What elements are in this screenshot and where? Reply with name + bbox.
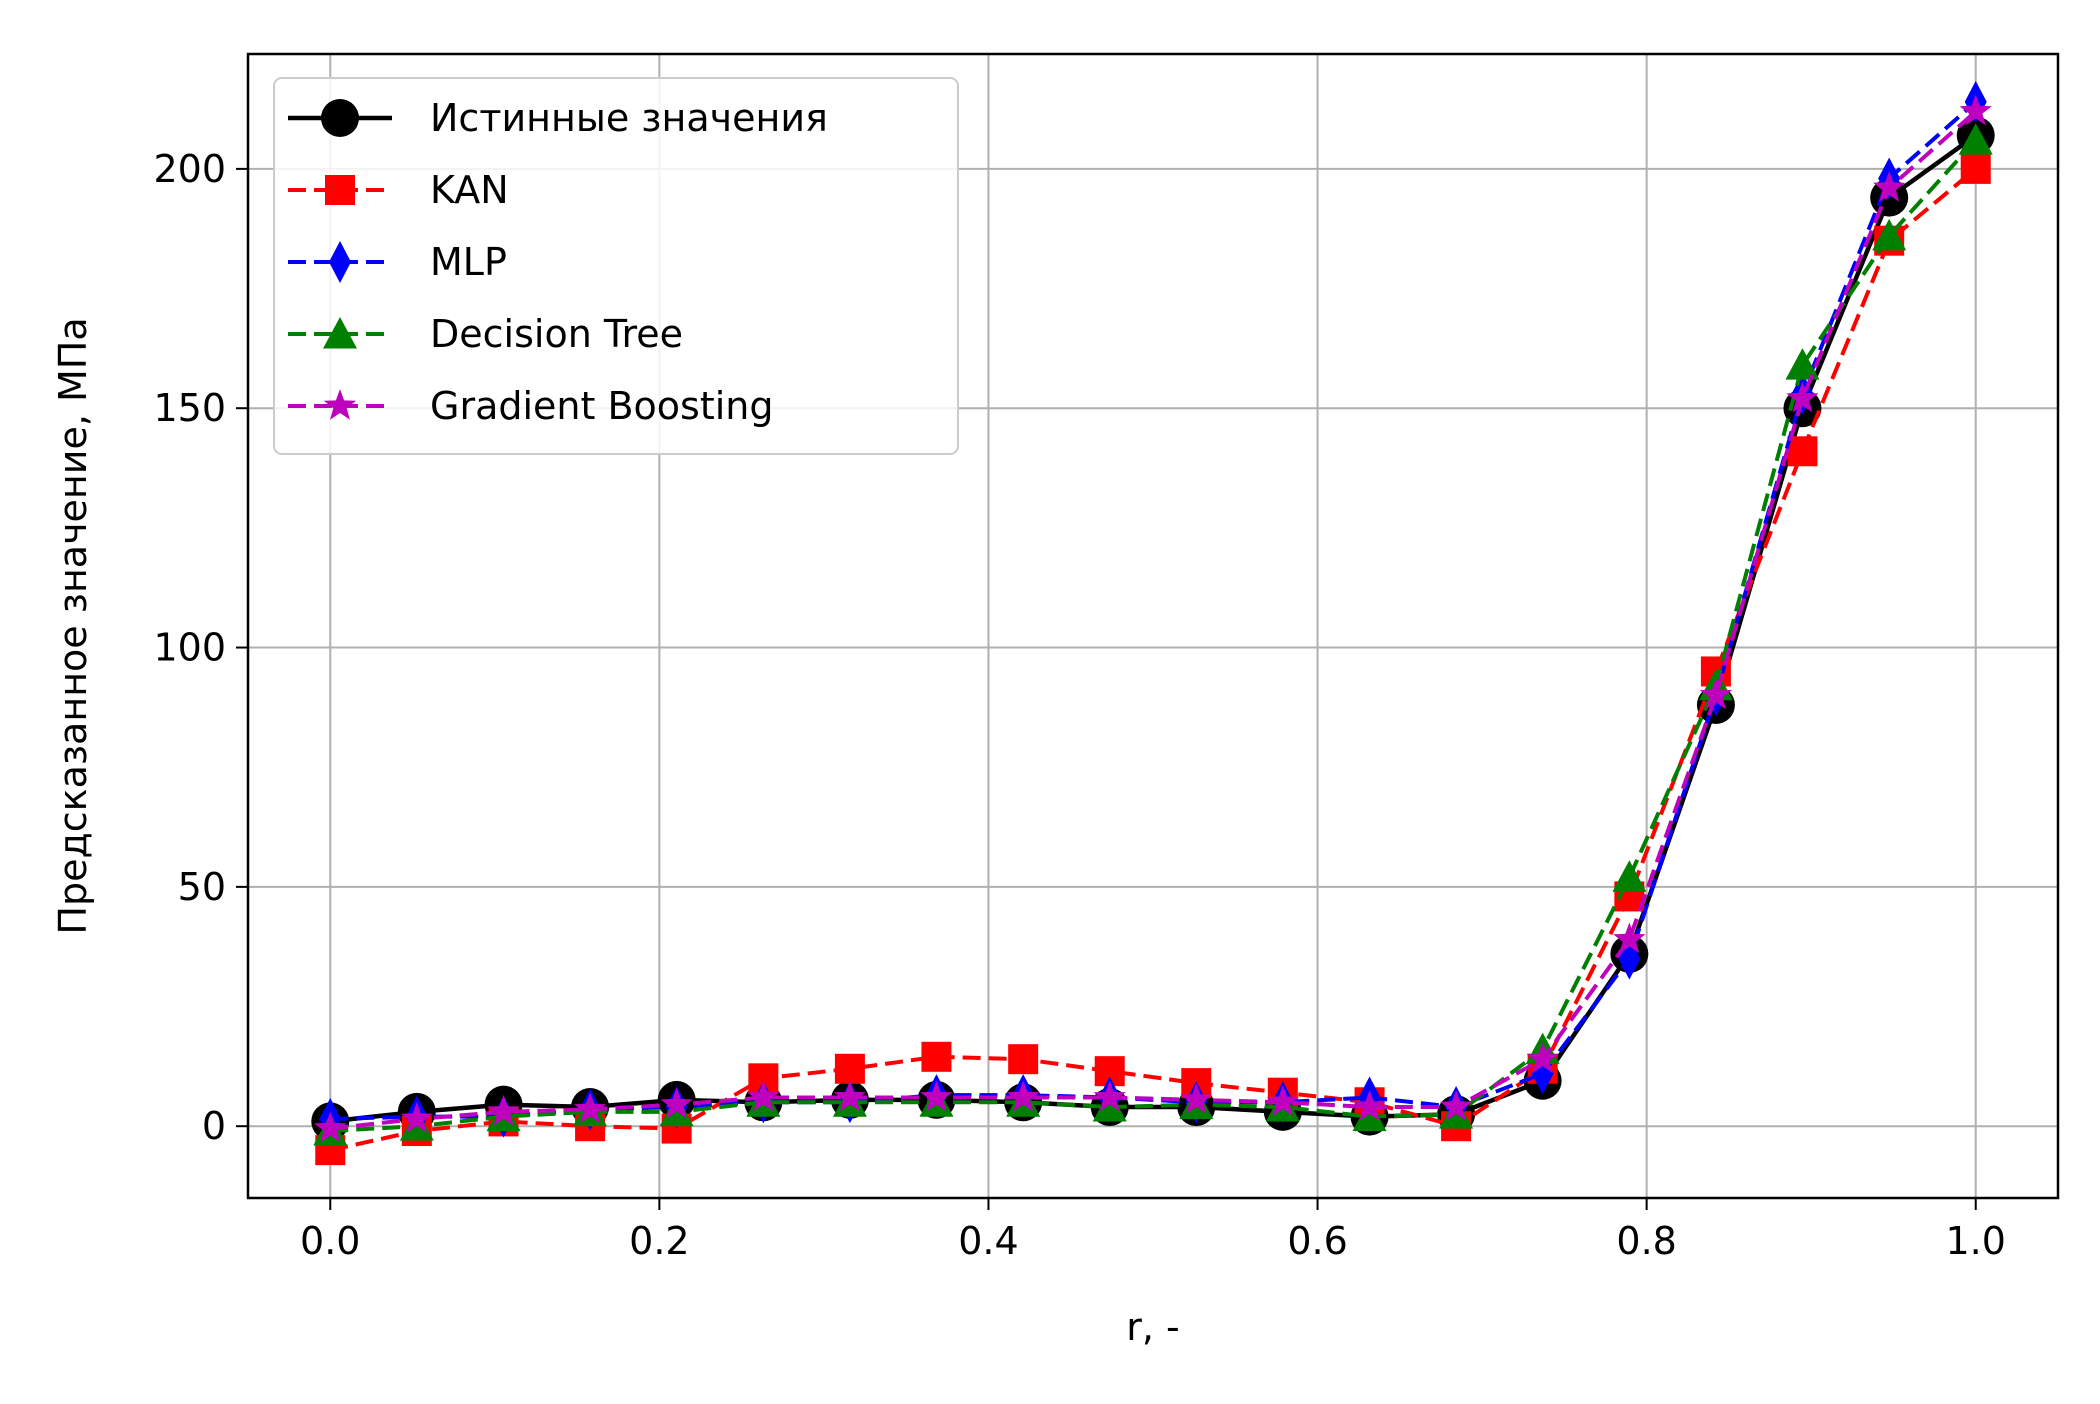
data-point [1612,860,1647,892]
data-point [921,1041,952,1072]
legend-marker [321,99,359,137]
series-group [311,80,1995,1166]
y-tick-label: 100 [153,626,226,670]
data-point [1353,1090,1386,1121]
x-tick-label: 0.4 [958,1219,1018,1263]
data-point [487,1094,520,1126]
data-point [1786,381,1819,413]
x-tick-label: 0.2 [629,1219,689,1263]
legend-marker [323,317,357,349]
data-point [1180,1082,1213,1114]
legend-entry: Decision Tree [288,312,683,356]
ticks: 0.0 0.2 0.4 0.6 0.8 1.0 0 50 100 150 200 [153,147,2005,1263]
legend-box [273,77,959,455]
legend-entry: Gradient Boosting [288,384,774,428]
x-tick-label: 1.0 [1946,1219,2006,1263]
y-tick-label: 50 [178,865,226,909]
data-point [314,1111,347,1143]
series-line [330,138,1978,1133]
data-point [920,1080,953,1112]
legend-label: MLP [430,240,507,284]
plot-frame [246,52,2060,1200]
data-point [1959,94,1992,126]
series-line [330,109,1978,1131]
data-point [833,1080,867,1112]
data-point [1093,1080,1126,1112]
legend-marker [329,241,351,283]
data-point [1960,153,1991,184]
data-point [1613,922,1646,954]
data-point [1266,1085,1299,1117]
data-point [1873,171,1906,202]
legend-label: Истинные значения [430,96,828,140]
legend-marker [325,175,355,205]
data-point [1007,1080,1040,1112]
y-tick-label: 200 [153,147,226,191]
series-Gradient Boosting [314,94,1992,1143]
data-point [400,1102,433,1133]
x-tick-label: 0.8 [1616,1219,1676,1263]
data-point [573,1092,607,1124]
data-point [747,1080,780,1112]
legend-label: Decision Tree [430,312,683,356]
data-point [1787,436,1818,467]
y-axis-label: Предсказанное значение, МПа [51,317,95,934]
data-point [1699,678,1733,710]
data-point [660,1087,693,1119]
data-point [1785,348,1820,380]
legend-label: Gradient Boosting [430,384,774,428]
x-tick-label: 0.0 [300,1219,360,1263]
x-tick-label: 0.6 [1287,1219,1347,1263]
legend: Истинные значения KAN MLP Decision Tree Grad… [273,77,959,455]
data-point [1526,1042,1559,1073]
legend-entry: MLP [288,240,507,284]
data-point [1872,218,1907,251]
data-point [1008,1044,1039,1075]
data-point [834,1053,865,1084]
x-axis-label: r, - [1126,1305,1180,1349]
y-tick-label: 0 [202,1104,226,1148]
data-point [1092,1090,1127,1122]
legend-label: KAN [430,168,509,212]
data-point [1958,123,1993,155]
legend-entry: Истинные значения [288,96,828,140]
legend-entry: KAN [288,168,509,212]
grid [248,54,2058,1198]
data-point [1352,1099,1387,1132]
data-point [1439,1090,1473,1121]
y-tick-label: 150 [153,386,226,430]
legend-marker [323,389,357,420]
